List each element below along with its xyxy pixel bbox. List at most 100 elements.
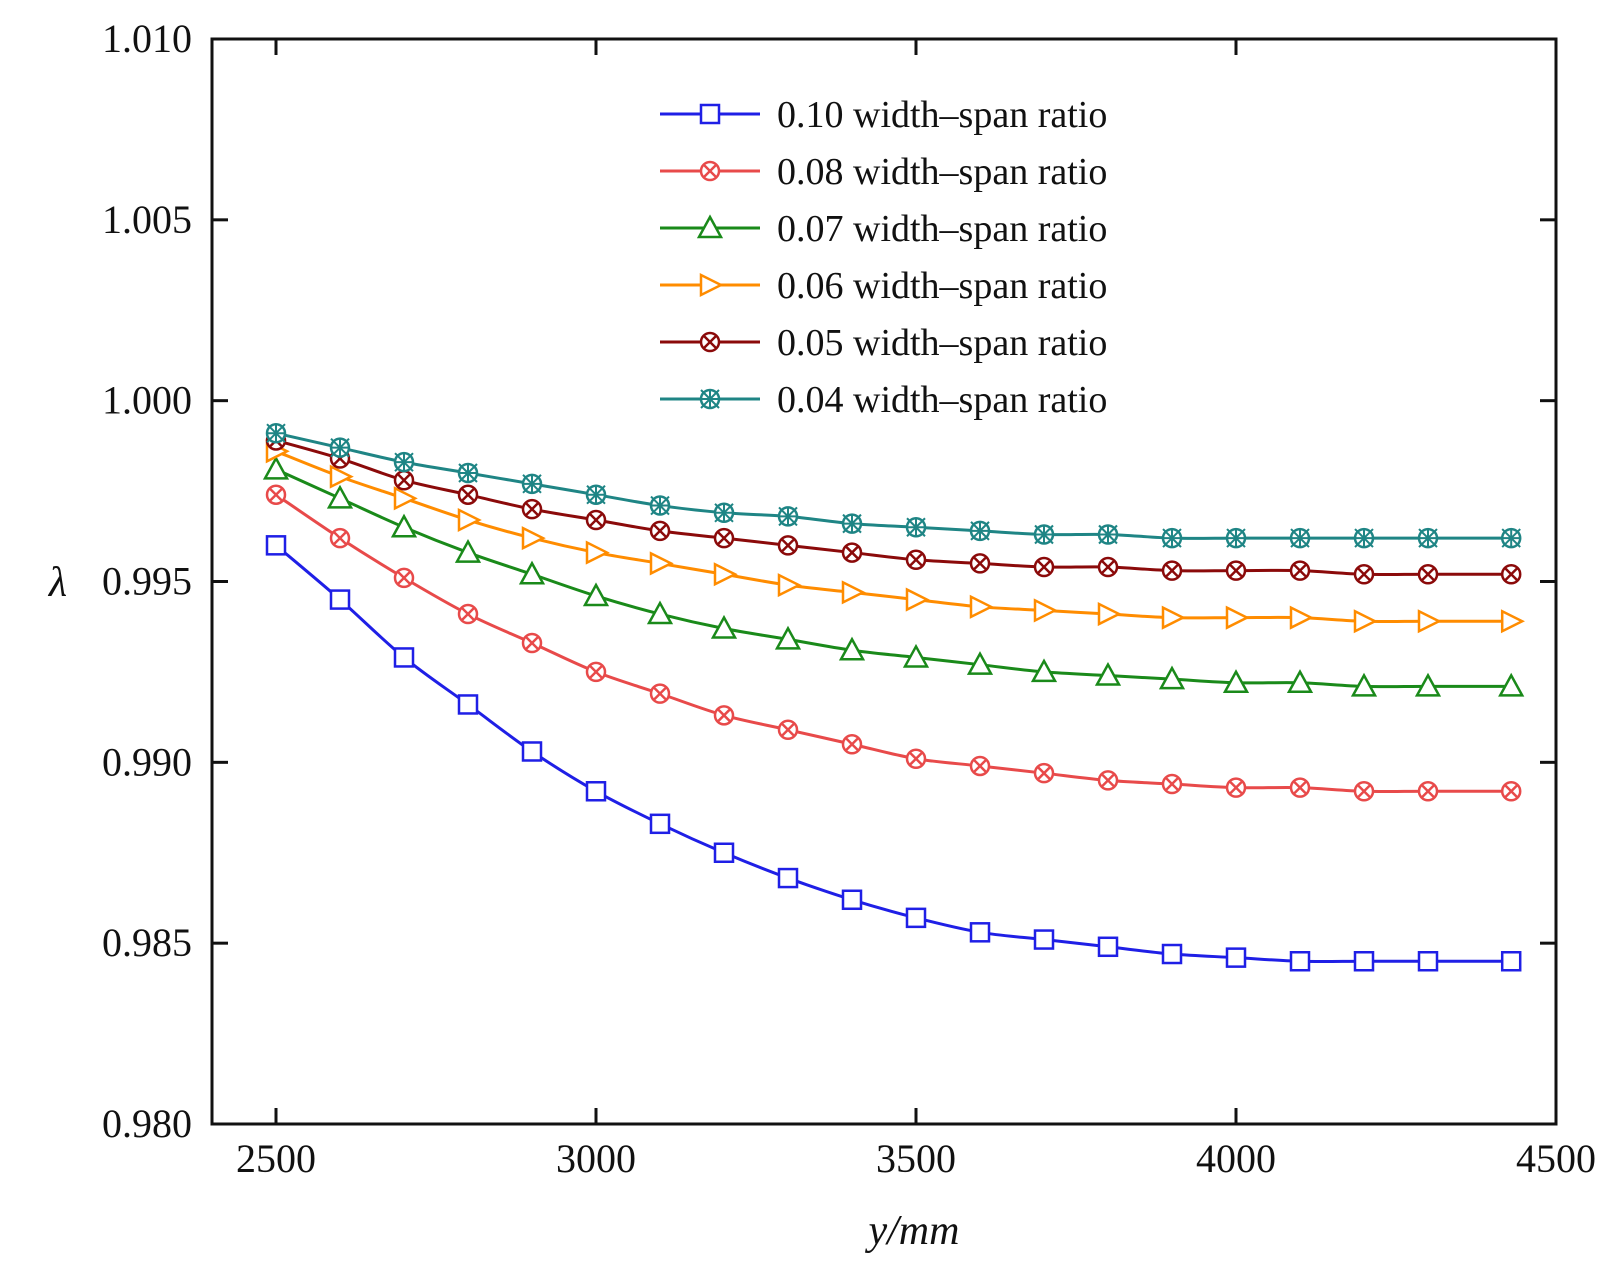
- data-point: [1353, 609, 1378, 634]
- data-point: [905, 907, 927, 929]
- legend-item: 0.07 width–span ratio: [660, 208, 1107, 250]
- data-point: [838, 636, 866, 661]
- marker-cross: [460, 606, 476, 622]
- series-5: [265, 422, 1522, 549]
- x-tick-label: 2500: [236, 1136, 316, 1181]
- legend-item: 0.08 width–span ratio: [660, 151, 1107, 193]
- legend-item: 0.06 width–span ratio: [660, 265, 1107, 307]
- data-point: [1498, 672, 1525, 697]
- series-1: [265, 484, 1522, 802]
- data-point: [326, 484, 354, 509]
- data-point: [1289, 605, 1314, 630]
- data-point: [521, 498, 543, 520]
- x-tick-label: 4000: [1196, 1136, 1276, 1181]
- marker-cross: [702, 163, 718, 179]
- legend-item: 0.04 width–span ratio: [660, 379, 1107, 421]
- legend-marker: [699, 103, 721, 125]
- marker-cross: [844, 736, 860, 752]
- data-point: [1500, 564, 1522, 585]
- marker-cross: [780, 722, 796, 738]
- data-point: [1033, 524, 1055, 545]
- marker-cross: [1036, 559, 1052, 575]
- marker-cross: [652, 523, 668, 539]
- legend-label: 0.10 width–span ratio: [777, 94, 1107, 136]
- marker-cross: [716, 707, 732, 723]
- marker-cross: [460, 487, 476, 503]
- marker-cross: [702, 334, 718, 350]
- x-tick-label: 4500: [1516, 1136, 1596, 1181]
- data-point: [1033, 556, 1055, 578]
- marker-cross: [1420, 566, 1436, 582]
- marker-cross: [396, 570, 412, 586]
- data-point: [1033, 929, 1055, 950]
- data-point: [521, 632, 543, 654]
- data-point: [1500, 951, 1522, 972]
- marker-cross: [1100, 559, 1116, 575]
- data-point: [518, 560, 546, 585]
- data-point: [841, 542, 863, 563]
- data-point: [1161, 527, 1183, 549]
- marker-cross: [972, 555, 988, 572]
- data-point: [521, 473, 543, 495]
- data-point: [582, 582, 610, 607]
- data-point: [649, 813, 671, 835]
- data-point: [1097, 524, 1119, 545]
- y-tick-label: 1.000: [102, 378, 192, 423]
- data-point: [1097, 602, 1122, 627]
- data-point: [969, 553, 991, 574]
- data-point: [713, 842, 735, 863]
- data-point: [1353, 951, 1375, 972]
- data-point: [966, 651, 994, 675]
- marker-cross: [1036, 765, 1052, 781]
- data-point: [713, 562, 738, 587]
- data-point: [905, 748, 927, 769]
- data-point: [1500, 781, 1522, 802]
- data-point: [585, 781, 607, 802]
- data-point: [777, 506, 799, 527]
- data-point: [649, 495, 671, 516]
- marker-cross: [1356, 566, 1372, 582]
- marker-cross: [1503, 783, 1519, 799]
- legend-marker: [699, 160, 721, 182]
- data-point: [713, 502, 735, 524]
- x-tick-label: 3000: [556, 1136, 636, 1181]
- data-point: [1094, 661, 1122, 686]
- y-tick-label: 1.005: [102, 197, 192, 242]
- data-point: [1161, 560, 1183, 581]
- data-point: [1161, 605, 1186, 630]
- series-3: [265, 439, 1525, 634]
- legend-item: 0.10 width–span ratio: [660, 94, 1107, 136]
- data-point: [1222, 669, 1250, 694]
- marker-cross: [1356, 783, 1372, 799]
- marker-cross: [524, 501, 540, 517]
- data-point: [841, 734, 863, 755]
- marker-cross: [716, 530, 732, 546]
- data-point: [329, 464, 354, 489]
- legend-label: 0.04 width–span ratio: [777, 379, 1107, 421]
- data-point: [1097, 770, 1119, 791]
- data-point: [1225, 605, 1250, 630]
- data-point: [1225, 777, 1247, 798]
- marker-cross: [524, 635, 540, 651]
- data-point: [1225, 527, 1247, 549]
- data-point: [777, 535, 799, 556]
- data-point: [777, 573, 802, 598]
- data-point: [1033, 598, 1058, 623]
- data-point: [1353, 781, 1375, 802]
- y-tick-label: 0.990: [102, 739, 192, 784]
- marker-cross: [396, 472, 412, 488]
- marker-cross: [1503, 566, 1519, 582]
- data-point: [1225, 560, 1247, 581]
- marker-cross: [1228, 780, 1244, 796]
- data-point: [1417, 564, 1439, 585]
- data-point: [265, 484, 287, 505]
- data-point: [902, 643, 930, 668]
- data-point: [841, 580, 866, 605]
- y-tick-label: 0.980: [102, 1101, 192, 1146]
- data-point: [841, 889, 863, 911]
- legend-marker: [699, 272, 724, 298]
- marker-cross: [844, 544, 860, 561]
- data-point: [777, 867, 799, 889]
- marker-cross: [1164, 776, 1180, 792]
